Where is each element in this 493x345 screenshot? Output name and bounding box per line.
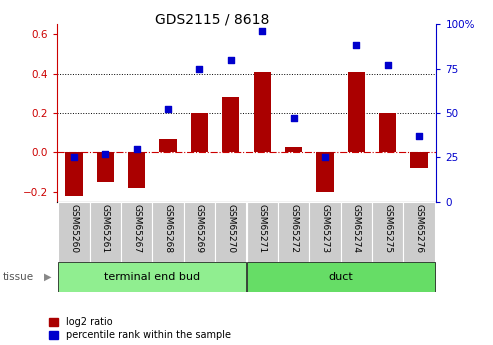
Bar [65,152,83,196]
Point [133,146,141,151]
Text: GSM65274: GSM65274 [352,204,361,253]
Bar [403,202,435,262]
Bar [152,202,184,262]
Bar [372,202,403,262]
Point [352,43,360,48]
Bar [58,202,90,262]
Point [321,155,329,160]
Point [384,62,391,68]
Bar [159,139,176,152]
Point [289,116,297,121]
Point [70,155,78,160]
Bar [90,202,121,262]
Text: tissue: tissue [2,272,34,282]
Bar [97,152,114,182]
Bar [184,202,215,262]
Text: GSM65273: GSM65273 [320,204,329,253]
Text: ▶: ▶ [44,272,52,282]
Legend: log2 ratio, percentile rank within the sample: log2 ratio, percentile rank within the s… [49,317,231,340]
Bar [246,262,435,292]
Point [227,57,235,62]
Text: GSM65268: GSM65268 [164,204,173,253]
Text: GSM65271: GSM65271 [258,204,267,253]
Text: GSM65270: GSM65270 [226,204,235,253]
Bar [317,152,334,192]
Point [196,66,204,71]
Point [415,133,423,139]
Text: terminal end bud: terminal end bud [105,272,201,282]
Text: GSM65275: GSM65275 [383,204,392,253]
Text: GSM65260: GSM65260 [70,204,78,253]
Bar [58,262,246,292]
Bar [410,152,427,168]
Bar [191,113,208,152]
Text: GSM65261: GSM65261 [101,204,110,253]
Bar [222,97,240,152]
Text: GSM65269: GSM65269 [195,204,204,253]
Bar [128,152,145,188]
Bar [341,202,372,262]
Bar [121,202,152,262]
Text: GSM65272: GSM65272 [289,204,298,253]
Text: duct: duct [328,272,353,282]
Bar [379,113,396,152]
Bar [278,202,309,262]
Text: GDS2115 / 8618: GDS2115 / 8618 [155,12,269,26]
Bar [246,202,278,262]
Bar [348,71,365,152]
Point [164,107,172,112]
Bar [253,71,271,152]
Point [258,29,266,34]
Bar [285,147,302,152]
Bar [309,202,341,262]
Text: GSM65276: GSM65276 [415,204,423,253]
Bar [215,202,246,262]
Text: GSM65267: GSM65267 [132,204,141,253]
Point [102,151,109,157]
